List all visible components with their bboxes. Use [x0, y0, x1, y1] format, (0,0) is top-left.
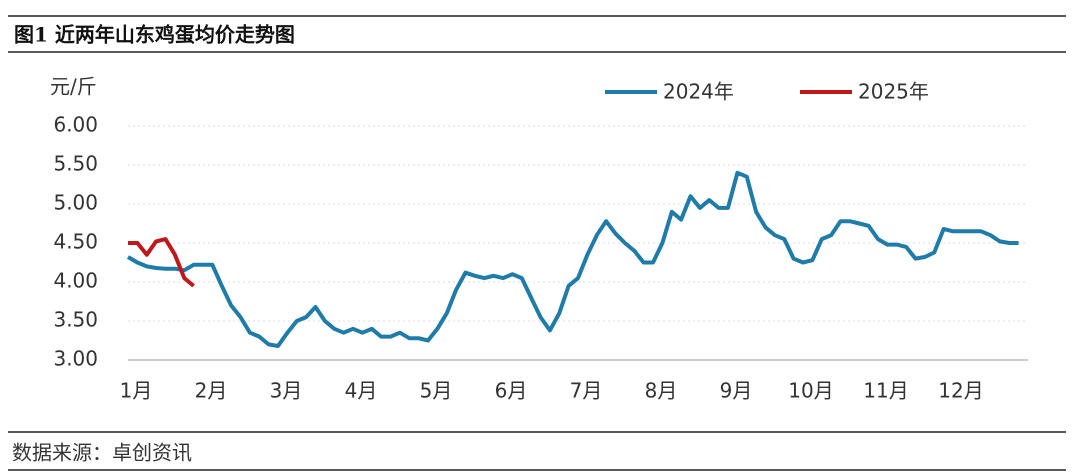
x-tick-label: 11月 — [863, 379, 908, 403]
x-tick-label: 10月 — [788, 379, 833, 403]
line-series — [128, 237, 195, 288]
y-tick-label: 6.00 — [53, 113, 98, 137]
x-tick-label: 5月 — [420, 379, 453, 403]
y-tick-label: 3.50 — [53, 308, 98, 332]
x-tick-label: 4月 — [345, 379, 378, 403]
line-series — [126, 170, 1019, 348]
y-tick-label: 3.00 — [53, 347, 98, 371]
x-tick-label: 3月 — [270, 379, 303, 403]
legend-label: 2025年 — [858, 80, 929, 104]
x-tick-label: 7月 — [570, 379, 603, 403]
y-tick-label: 4.50 — [53, 230, 98, 254]
y-tick-label: 4.00 — [53, 269, 98, 293]
y-axis-label: 元/斤 — [50, 75, 97, 99]
x-tick-label: 9月 — [720, 379, 753, 403]
chart-title: 图1 近两年山东鸡蛋均价走势图 — [14, 23, 295, 47]
x-tick-label: 1月 — [120, 379, 153, 403]
y-tick-label: 5.50 — [53, 152, 98, 176]
y-tick-label: 5.00 — [53, 191, 98, 215]
source: 数据来源：卓创资讯 — [12, 441, 192, 465]
legend-label: 2024年 — [663, 80, 734, 104]
x-tick-label: 2月 — [195, 379, 228, 403]
x-tick-label: 12月 — [938, 379, 983, 403]
x-tick-label: 8月 — [645, 379, 678, 403]
x-tick-label: 6月 — [495, 379, 528, 403]
